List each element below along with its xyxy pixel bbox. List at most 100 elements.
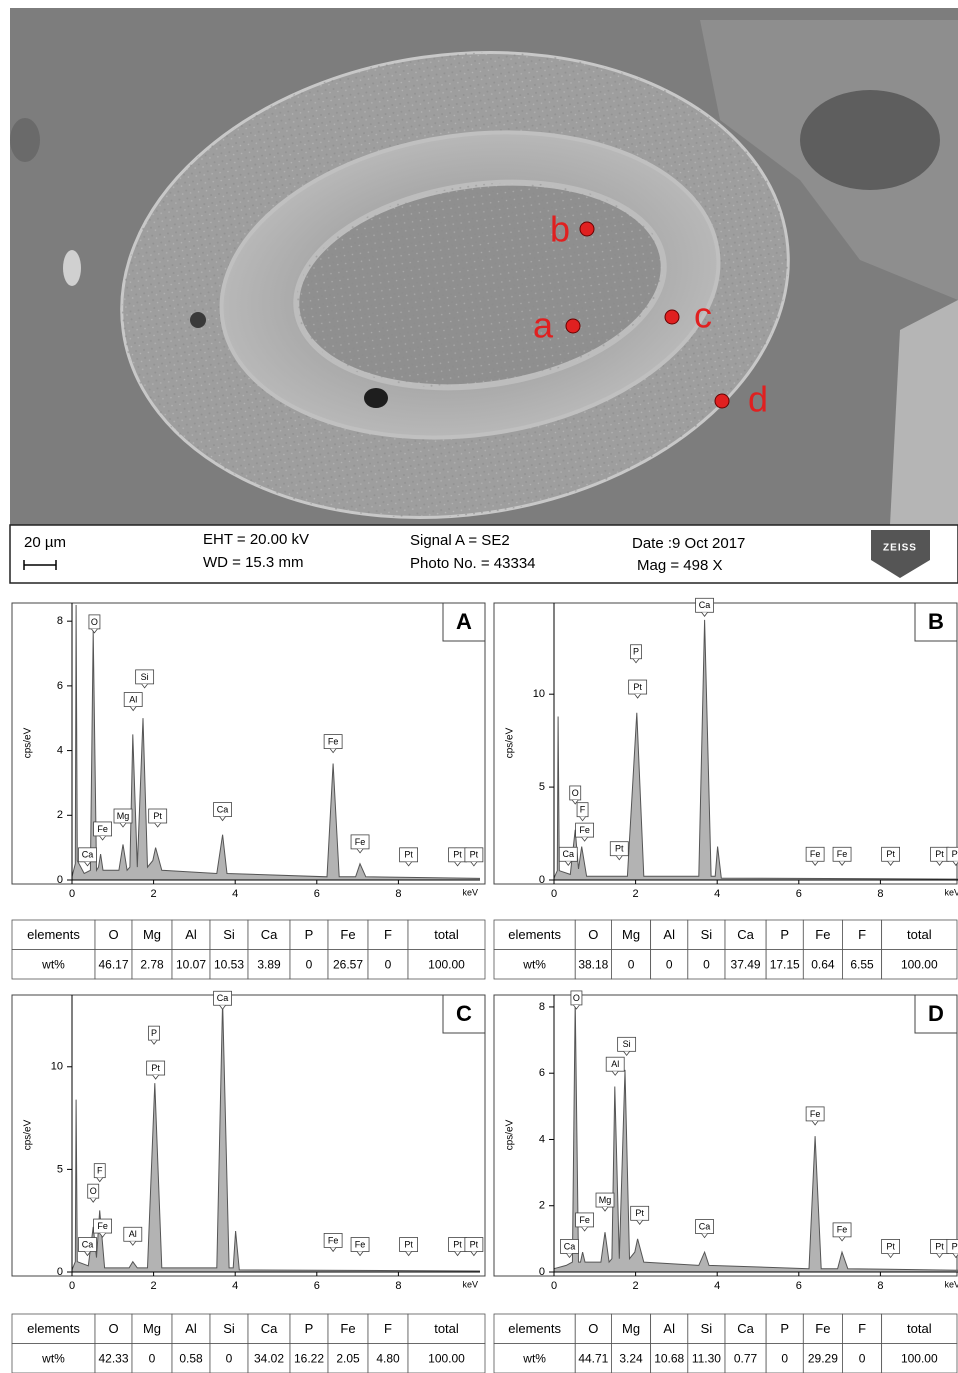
x-tick-label: 4: [714, 888, 720, 900]
peak-label-pointer: [356, 848, 364, 854]
y-axis-label: cps/eV: [505, 727, 516, 758]
x-tick-label: 2: [151, 1280, 157, 1292]
peak-label: Fe: [355, 837, 366, 847]
peak-label-pointer: [141, 683, 148, 689]
peak-label: P: [633, 647, 639, 657]
table-cell: [131, 1313, 173, 1344]
table-header-cell: Mg: [143, 927, 161, 942]
peak-label-pointer: [887, 861, 894, 866]
spectrum-line: [553, 1000, 958, 1271]
peak-label: Fe: [97, 1221, 108, 1231]
peak-label: O: [573, 993, 580, 1003]
spectrum-line: [71, 604, 481, 879]
peak-label-pointer: [887, 1253, 894, 1259]
table-cell: [367, 949, 409, 980]
table-header-cell: Al: [663, 1321, 675, 1336]
table-value-cell: 11.30: [692, 1351, 721, 1365]
table-value-cell: wt%: [41, 957, 65, 971]
peak-label-pointer: [99, 1232, 106, 1238]
y-tick-label: 8: [57, 615, 63, 627]
y-tick-label: 4: [57, 744, 63, 756]
y-tick-label: 5: [539, 781, 545, 793]
y-tick-label: 8: [539, 1001, 545, 1013]
spectrum-panel: 0 5 10 0 2 4 6 8 keV cps/eV OF Fe Ca Pt P Pt Ca Fe Fe Pt Pt P…: [493, 597, 958, 900]
peak-label-pointer: [329, 1247, 337, 1253]
table-cell: [650, 1343, 689, 1373]
x-tick-label: 0: [551, 888, 557, 900]
peak-label: Pt: [952, 849, 958, 859]
table-value-cell: 34.02: [254, 1351, 284, 1365]
table-value-cell: 2.78: [140, 957, 164, 971]
peak-label-pointer: [454, 1251, 461, 1257]
peak-label-pointer: [91, 628, 98, 634]
table-cell: [842, 949, 883, 980]
sem-info-bar: 20 µm EHT = 20.00 kV WD = 15.3 mm Signal…: [9, 524, 958, 584]
table-value-cell: 0: [385, 957, 392, 971]
table-cell: [881, 1343, 958, 1373]
table-header-cell: Al: [185, 1321, 197, 1336]
table-header-cell: Fe: [340, 927, 355, 942]
peak-label-pointer: [129, 1241, 137, 1246]
peak-label-pointer: [454, 861, 461, 867]
table-value-cell: 17.15: [770, 957, 800, 971]
point-label: b: [550, 209, 570, 250]
peak-label-pointer: [701, 612, 708, 617]
x-tick-label: 6: [314, 888, 320, 900]
x-axis-label: keV: [462, 1279, 478, 1289]
sem-info: Mag = 498 X: [637, 557, 722, 574]
peak-label-pointer: [581, 836, 588, 842]
peak-label: Ca: [217, 804, 229, 814]
table-value-cell: 100.00: [428, 1351, 465, 1365]
table-value-cell: 37.49: [731, 957, 761, 971]
peak-label: Fe: [97, 824, 108, 834]
point-marker: [579, 221, 595, 237]
peak-label: Pt: [453, 850, 462, 860]
peak-label-pointer: [615, 855, 623, 861]
table-cell: [131, 949, 173, 980]
table-header-cell: P: [780, 927, 789, 942]
x-tick-label: 4: [714, 1280, 720, 1292]
table-value-cell: 3.24: [619, 1351, 643, 1365]
table-cell: [327, 919, 369, 950]
panel-label: C: [456, 1001, 472, 1026]
spectrum-line: [553, 619, 958, 880]
x-tick-label: 6: [796, 888, 802, 900]
peak-label: Pt: [633, 682, 642, 692]
table-header-cell: total: [434, 927, 459, 942]
peak-label: Pt: [935, 849, 944, 859]
table-cell: [407, 949, 486, 980]
peak-label: Pt: [886, 849, 895, 859]
x-tick-label: 6: [796, 1280, 802, 1292]
table-cell: [493, 919, 576, 950]
table-cell: [611, 949, 652, 980]
peak-label-pointer: [152, 1074, 159, 1080]
table-header-cell: P: [780, 1321, 789, 1336]
peak-label: Ca: [564, 1241, 576, 1251]
peak-label-pointer: [611, 1070, 619, 1076]
y-axis-label: cps/eV: [23, 1119, 34, 1150]
x-tick-label: 2: [151, 888, 157, 900]
table-cell: [687, 1313, 726, 1344]
table-cell: [881, 1313, 958, 1344]
table-value-cell: 46.17: [98, 957, 128, 971]
table-value-cell: 0: [306, 957, 313, 971]
table-value-cell: wt%: [41, 1351, 65, 1365]
peak-label-pointer: [154, 822, 161, 828]
scale-bar-label: 20 µm: [24, 534, 66, 551]
table-value-cell: 10.07: [176, 957, 206, 971]
peak-label: Ca: [82, 1239, 94, 1249]
table-value-cell: 44.71: [578, 1351, 608, 1365]
peak-label-pointer: [84, 861, 91, 867]
peak-label-pointer: [99, 835, 106, 841]
peak-label-pointer: [936, 861, 943, 866]
table-header-cell: O: [588, 927, 598, 942]
table-header-cell: F: [858, 1321, 866, 1336]
table-header-cell: Mg: [622, 927, 640, 942]
table-cell: [881, 949, 958, 980]
table-cell: [209, 919, 249, 950]
peak-label: Pt: [886, 1241, 895, 1251]
x-tick-label: 8: [877, 888, 883, 900]
peak-label: Pt: [615, 844, 624, 854]
peak-label-pointer: [571, 799, 579, 805]
peak-label-pointer: [96, 1177, 104, 1183]
